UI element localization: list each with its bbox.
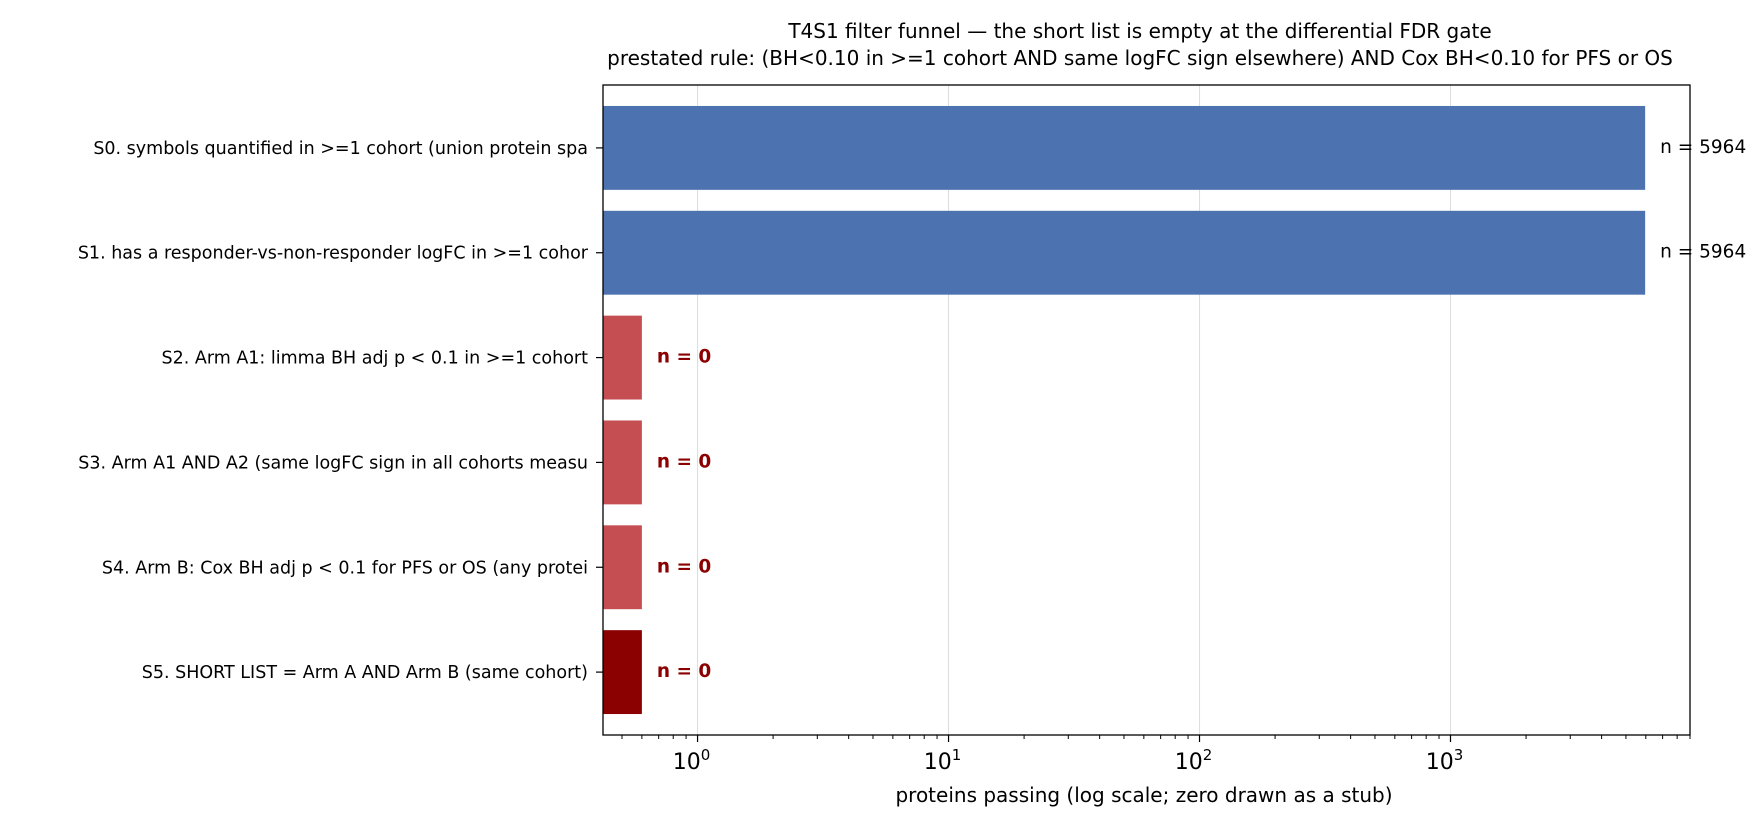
value-label: n = 0: [657, 347, 711, 368]
plot-frame: [602, 84, 1691, 736]
x-tick-label-exponent: 2: [1203, 746, 1213, 764]
bar: [603, 210, 1646, 295]
value-label: n = 0: [657, 451, 711, 472]
x-axis-ticks: 100 101 102 103: [621, 735, 1691, 775]
x-tick-label-base: 10: [924, 750, 952, 775]
grid-lines: [697, 85, 1452, 735]
x-tick-label-base: 10: [1426, 750, 1454, 775]
chart-subtitle: prestated rule: (BH<0.10 in >=1 cohort A…: [607, 46, 1673, 70]
chart-title: T4S1 filter funnel — the short list is e…: [787, 19, 1491, 43]
value-label: n = 5964: [1660, 242, 1746, 263]
bar: [603, 105, 1646, 190]
category-label: S3. Arm A1 AND A2 (same logFC sign in al…: [78, 453, 588, 473]
bars: [603, 105, 1646, 715]
bar: [603, 630, 642, 715]
x-axis-label: proteins passing (log scale; zero drawn …: [895, 783, 1392, 807]
category-label: S1. has a responder-vs-non-responder log…: [78, 244, 589, 264]
x-tick-label-base: 10: [673, 750, 701, 775]
x-tick-label: 103: [1426, 746, 1464, 775]
category-label: S5. SHORT LIST = Arm A AND Arm B (same c…: [142, 663, 588, 683]
x-tick-label: 100: [673, 746, 711, 775]
bar: [603, 525, 642, 610]
x-tick-label-exponent: 1: [952, 746, 962, 764]
category-label: S0. symbols quantified in >=1 cohort (un…: [93, 139, 588, 159]
x-tick-label: 102: [1175, 746, 1213, 775]
bar: [603, 420, 642, 505]
x-tick-label-exponent: 3: [1454, 746, 1464, 764]
category-labels: S0. symbols quantified in >=1 cohort (un…: [78, 139, 603, 683]
bar: [603, 315, 642, 400]
value-label: n = 0: [657, 556, 711, 577]
value-label: n = 0: [657, 661, 711, 682]
x-tick-label-base: 10: [1175, 750, 1203, 775]
value-labels: n = 5964 n = 5964 n = 0 n = 0 n = 0 n = 0: [657, 137, 1746, 682]
x-tick-label-exponent: 0: [701, 746, 711, 764]
category-label: S2. Arm A1: limma BH adj p < 0.1 in >=1 …: [161, 349, 588, 369]
category-label: S4. Arm B: Cox BH adj p < 0.1 for PFS or…: [102, 558, 588, 578]
x-tick-label: 101: [924, 746, 962, 775]
value-label: n = 5964: [1660, 137, 1746, 158]
